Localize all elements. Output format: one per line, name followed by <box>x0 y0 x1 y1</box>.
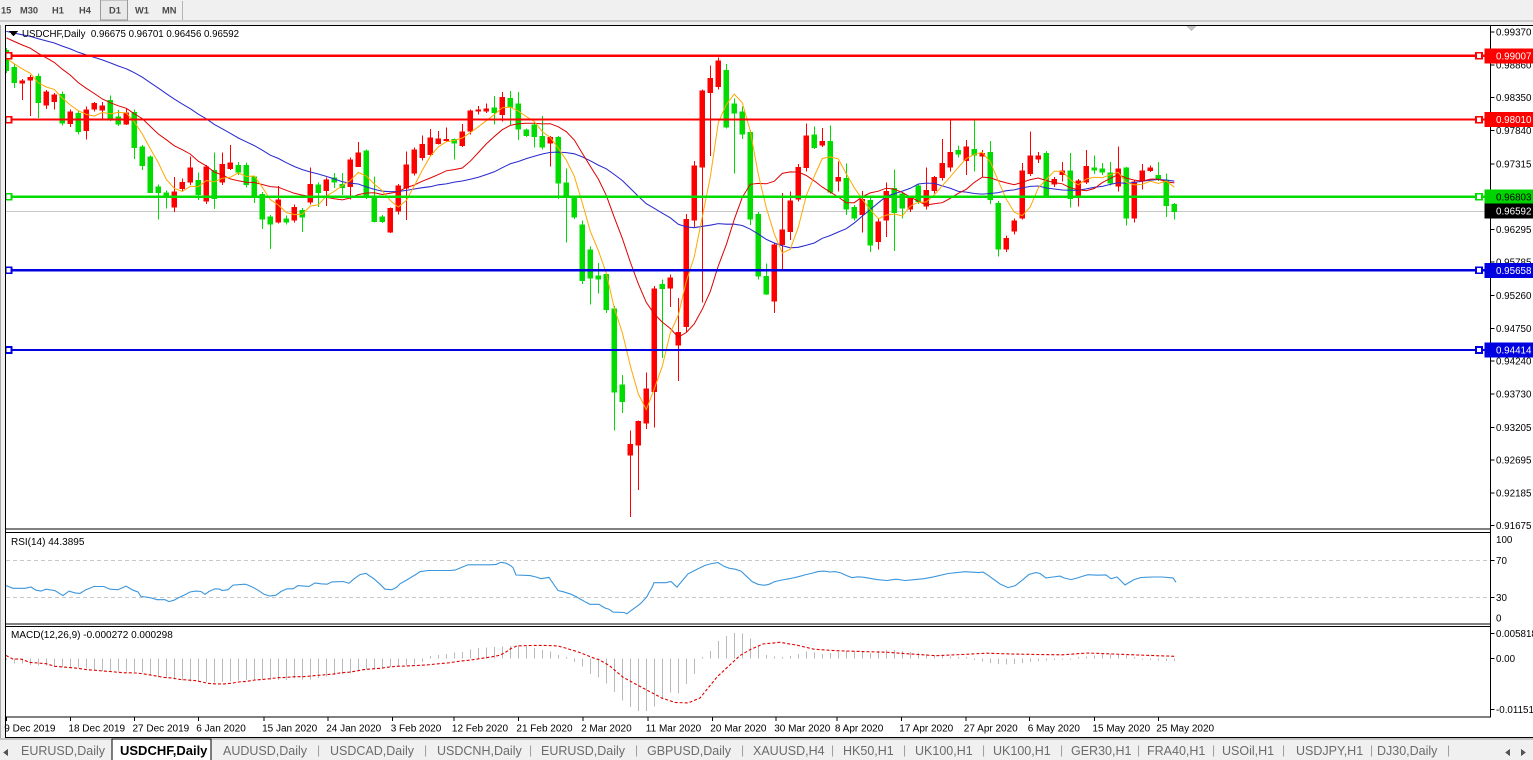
svg-text:21 Feb 2020: 21 Feb 2020 <box>516 724 573 735</box>
svg-text:0.92695: 0.92695 <box>1496 456 1532 467</box>
svg-text:USDCHF,Daily 0.96675 0.96701: USDCHF,Daily 0.96675 0.96701 0.96456 0.9… <box>22 29 239 40</box>
svg-text:|: | <box>635 743 638 757</box>
svg-text:|: | <box>1370 743 1373 757</box>
svg-text:0.95658: 0.95658 <box>1496 266 1532 277</box>
svg-text:0.94750: 0.94750 <box>1496 324 1532 335</box>
svg-text:0.97315: 0.97315 <box>1496 160 1532 171</box>
svg-text:0.93730: 0.93730 <box>1496 389 1532 400</box>
svg-text:2 Mar 2020: 2 Mar 2020 <box>581 724 632 735</box>
svg-text:DJ30,Daily: DJ30,Daily <box>1377 744 1438 758</box>
svg-text:W1: W1 <box>135 6 149 16</box>
svg-text:|: | <box>741 743 744 757</box>
svg-text:6 May 2020: 6 May 2020 <box>1028 724 1081 735</box>
svg-text:|: | <box>1282 743 1285 757</box>
svg-text:100: 100 <box>1496 535 1513 546</box>
svg-text:-0.011514: -0.011514 <box>1496 705 1533 716</box>
svg-text:0.99370: 0.99370 <box>1496 28 1532 39</box>
svg-text:0.92185: 0.92185 <box>1496 488 1532 499</box>
svg-text:UK100,H1: UK100,H1 <box>915 744 973 758</box>
svg-text:|: | <box>317 743 320 757</box>
svg-text:0.96592: 0.96592 <box>1496 206 1531 217</box>
svg-text:GER30,H1: GER30,H1 <box>1071 744 1131 758</box>
svg-text:|: | <box>982 743 985 757</box>
svg-text:9 Dec 2019: 9 Dec 2019 <box>4 724 56 735</box>
svg-text:M30: M30 <box>20 6 38 16</box>
svg-text:0.99007: 0.99007 <box>1496 51 1531 62</box>
svg-text:0.98350: 0.98350 <box>1496 93 1532 104</box>
svg-text:17 Apr 2020: 17 Apr 2020 <box>899 724 953 735</box>
svg-text:11 Mar 2020: 11 Mar 2020 <box>646 724 702 735</box>
svg-text:0.005818: 0.005818 <box>1496 629 1533 640</box>
svg-text:70: 70 <box>1496 556 1507 567</box>
svg-text:EURUSD,Daily: EURUSD,Daily <box>21 744 106 758</box>
svg-text:0.94414: 0.94414 <box>1496 346 1532 357</box>
svg-text:USOil,H1: USOil,H1 <box>1222 744 1274 758</box>
svg-text:H4: H4 <box>79 6 92 16</box>
svg-text:|: | <box>1212 743 1215 757</box>
svg-text:0.95260: 0.95260 <box>1496 291 1532 302</box>
svg-text:0.93205: 0.93205 <box>1496 423 1532 434</box>
svg-text:0.94240: 0.94240 <box>1496 357 1532 368</box>
svg-text:|: | <box>529 743 532 757</box>
svg-text:0: 0 <box>1496 614 1502 625</box>
svg-text:6 Jan 2020: 6 Jan 2020 <box>196 724 246 735</box>
svg-text:USDCNH,Daily: USDCNH,Daily <box>437 744 522 758</box>
svg-text:0.96295: 0.96295 <box>1496 225 1532 236</box>
svg-text:MN: MN <box>162 6 177 16</box>
svg-text:0.96803: 0.96803 <box>1496 192 1532 203</box>
svg-text:15 Jan 2020: 15 Jan 2020 <box>262 724 317 735</box>
svg-text:|: | <box>903 743 906 757</box>
svg-text:0.98010: 0.98010 <box>1496 115 1532 126</box>
svg-text:USDCAD,Daily: USDCAD,Daily <box>330 744 415 758</box>
svg-text:0.97840: 0.97840 <box>1496 126 1532 137</box>
svg-text:30 Mar 2020: 30 Mar 2020 <box>774 724 831 735</box>
svg-text:27 Apr 2020: 27 Apr 2020 <box>964 724 1018 735</box>
svg-text:0.00: 0.00 <box>1496 654 1516 665</box>
svg-text:15 May 2020: 15 May 2020 <box>1092 724 1150 735</box>
svg-text:|: | <box>424 743 427 757</box>
svg-text:H1: H1 <box>52 6 64 16</box>
svg-text:|: | <box>831 743 834 757</box>
svg-text:USDCHF,Daily: USDCHF,Daily <box>120 743 208 758</box>
svg-text:12 Feb 2020: 12 Feb 2020 <box>452 724 509 735</box>
svg-text:0.98860: 0.98860 <box>1496 60 1532 71</box>
svg-text:MACD(12,26,9) -0.000272 0.0002: MACD(12,26,9) -0.000272 0.000298 <box>11 630 173 641</box>
svg-text:3 Feb 2020: 3 Feb 2020 <box>391 724 442 735</box>
svg-text:USDJPY,H1: USDJPY,H1 <box>1296 744 1363 758</box>
svg-text:RSI(14) 44.3895: RSI(14) 44.3895 <box>11 537 85 548</box>
svg-text:GBPUSD,Daily: GBPUSD,Daily <box>647 744 732 758</box>
svg-text:18 Dec 2019: 18 Dec 2019 <box>68 724 125 735</box>
svg-text:|: | <box>1137 743 1140 757</box>
svg-text:EURUSD,Daily: EURUSD,Daily <box>541 744 626 758</box>
svg-text:XAUUSD,H4: XAUUSD,H4 <box>753 744 825 758</box>
svg-text:D1: D1 <box>109 6 121 16</box>
svg-text:27 Dec 2019: 27 Dec 2019 <box>133 724 190 735</box>
svg-text:AUDUSD,Daily: AUDUSD,Daily <box>223 744 308 758</box>
svg-text:15: 15 <box>1 6 11 16</box>
svg-text:|: | <box>1447 743 1450 757</box>
svg-text:24 Jan 2020: 24 Jan 2020 <box>326 724 381 735</box>
svg-text:20 Mar 2020: 20 Mar 2020 <box>710 724 767 735</box>
svg-text:0.91675: 0.91675 <box>1496 521 1532 532</box>
svg-text:FRA40,H1: FRA40,H1 <box>1147 744 1205 758</box>
svg-text:30: 30 <box>1496 593 1507 604</box>
svg-text:8 Apr 2020: 8 Apr 2020 <box>835 724 884 735</box>
svg-text:HK50,H1: HK50,H1 <box>843 744 894 758</box>
svg-text:25 May 2020: 25 May 2020 <box>1156 724 1214 735</box>
svg-text:|: | <box>1060 743 1063 757</box>
svg-text:UK100,H1: UK100,H1 <box>993 744 1051 758</box>
